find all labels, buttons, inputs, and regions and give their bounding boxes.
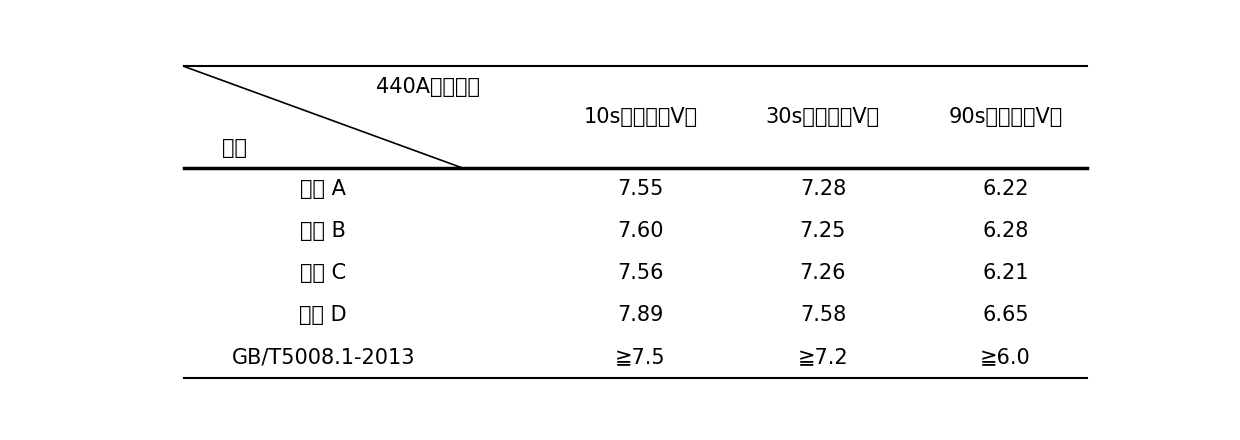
Text: 6.28: 6.28 [982, 221, 1029, 241]
Text: 10s端电压（V）: 10s端电压（V） [583, 107, 697, 127]
Text: 7.28: 7.28 [800, 179, 846, 199]
Text: 电池 C: 电池 C [300, 263, 346, 283]
Text: 7.89: 7.89 [618, 305, 663, 325]
Text: 6.21: 6.21 [982, 263, 1029, 283]
Text: 电池 A: 电池 A [300, 179, 346, 199]
Text: 6.65: 6.65 [982, 305, 1029, 325]
Text: 7.26: 7.26 [800, 263, 846, 283]
Text: 7.60: 7.60 [618, 221, 663, 241]
Text: GB/T5008.1-2013: GB/T5008.1-2013 [232, 347, 415, 367]
Text: 7.56: 7.56 [618, 263, 663, 283]
Text: 7.58: 7.58 [800, 305, 846, 325]
Text: 电池 B: 电池 B [300, 221, 346, 241]
Text: 90s端电压（V）: 90s端电压（V） [949, 107, 1063, 127]
Text: ≧7.2: ≧7.2 [797, 347, 848, 367]
Text: 440A电流放电: 440A电流放电 [376, 77, 480, 96]
Text: 电池: 电池 [222, 138, 247, 158]
Text: 7.25: 7.25 [800, 221, 846, 241]
Text: ≧7.5: ≧7.5 [615, 347, 666, 367]
Text: ≧6.0: ≧6.0 [980, 347, 1030, 367]
Text: 30s端电压（V）: 30s端电压（V） [766, 107, 880, 127]
Text: 电池 D: 电池 D [299, 305, 347, 325]
Text: 7.55: 7.55 [618, 179, 663, 199]
Text: 6.22: 6.22 [982, 179, 1029, 199]
